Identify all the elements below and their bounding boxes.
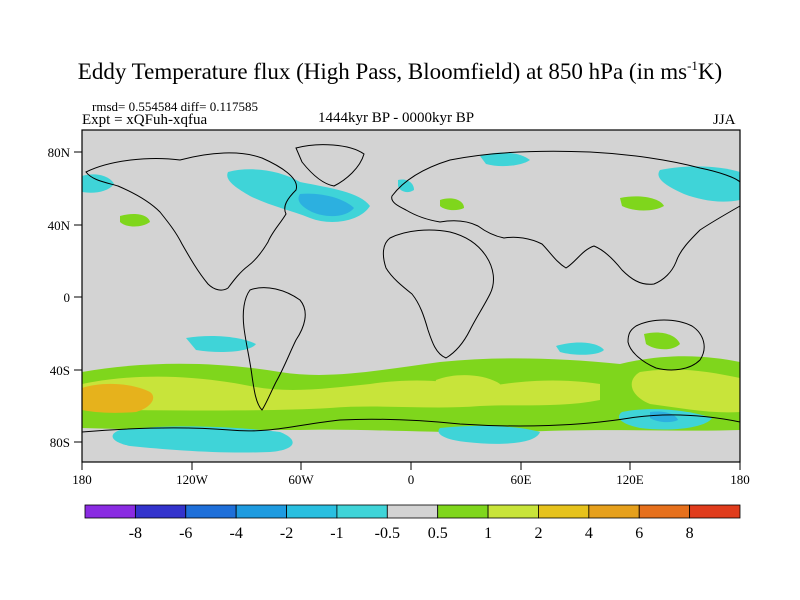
colorbar-label-0: -8 — [129, 525, 142, 542]
colorbar-label-11: 8 — [686, 525, 694, 542]
lat-label-40n: 40N — [48, 218, 71, 233]
colorbar-label-5: -0.5 — [375, 525, 400, 542]
south-pacific-negative-patch — [186, 336, 256, 352]
coastline-australia — [627, 319, 705, 371]
period-label: 1444kyr BP - 0000kyr BP — [318, 110, 475, 126]
far-east-positive-patch — [620, 196, 664, 211]
lat-label-80n: 80N — [48, 145, 71, 160]
colorbar-box-12 — [689, 504, 741, 519]
northeast-asia-negative-patch — [658, 166, 740, 202]
colorbar-box-8 — [487, 504, 539, 519]
coastline-north-america — [85, 152, 297, 291]
colorbar-label-2: -4 — [229, 525, 242, 542]
antarctic-negative-band — [112, 426, 293, 453]
lon-label-180e: 180 — [730, 472, 750, 487]
lat-label-40s: 40S — [50, 363, 70, 378]
north-pacific-positive-patch — [120, 214, 150, 227]
lat-label-80s: 80S — [50, 435, 70, 450]
lon-label-180w: 180 — [72, 472, 92, 487]
lat-label-0: 0 — [64, 290, 71, 305]
indian-ocean-negative-patch — [556, 342, 604, 355]
colorbar-label-6: 0.5 — [428, 525, 448, 542]
colorbar-boxes — [84, 504, 741, 519]
coastline-antarctica — [81, 414, 741, 433]
colorbar-box-7 — [437, 504, 489, 519]
lon-label-0: 0 — [408, 472, 415, 487]
colorbar-box-6 — [386, 504, 439, 519]
europe-negative-patch — [398, 179, 414, 193]
colorbar-label-3: -2 — [280, 525, 293, 542]
title-unit-end: K) — [697, 59, 723, 84]
colorbar-label-8: 2 — [534, 525, 542, 542]
stats-label: rmsd= 0.554584 diff= 0.117585 — [92, 99, 258, 114]
colorbar: -8 -6 -4 -2 -1 -0.5 0.5 1 2 4 6 8 — [84, 504, 741, 542]
season-label: JJA — [713, 112, 736, 128]
lon-label-120w: 120W — [176, 472, 209, 487]
colorbar-box-1 — [134, 504, 187, 519]
map-panel: 80N 40N 0 40S 80S 180 120W 60W 0 60E 120… — [48, 129, 750, 487]
colorbar-box-4 — [286, 504, 338, 519]
colorbar-box-2 — [185, 504, 237, 519]
siberia-negative-patch — [480, 152, 530, 167]
north-atlantic-positive-patch — [440, 198, 464, 211]
australia-positive-patch — [644, 332, 680, 350]
ross-sea-strong-negative — [650, 411, 678, 423]
colorbar-labels: -8 -6 -4 -2 -1 -0.5 0.5 1 2 4 6 8 — [129, 525, 694, 542]
colorbar-label-10: 6 — [635, 525, 643, 542]
anomaly-shading — [82, 152, 740, 453]
colorbar-box-0 — [84, 504, 136, 519]
south-pacific-orange-zone — [82, 383, 154, 413]
experiment-label: Expt = xQFuh-xqfua — [82, 112, 208, 128]
title-exponent: -1 — [687, 58, 698, 73]
colorbar-box-3 — [235, 504, 287, 519]
title-main: Eddy Temperature flux (High Pass, Bloomf… — [77, 59, 688, 84]
colorbar-label-1: -6 — [179, 525, 192, 542]
map-title: Eddy Temperature flux (High Pass, Bloomf… — [0, 58, 800, 85]
colorbar-box-10 — [588, 504, 640, 519]
north-atlantic-strong-negative — [298, 193, 354, 217]
antarctic-negative-band-east — [438, 425, 540, 444]
coastline-africa — [382, 229, 494, 359]
lon-label-120e: 120E — [616, 472, 644, 487]
lon-label-60w: 60W — [288, 472, 314, 487]
colorbar-label-7: 1 — [484, 525, 492, 542]
south-atlantic-yellow-zone — [435, 375, 502, 404]
colorbar-box-9 — [538, 504, 590, 519]
colorbar-label-9: 4 — [585, 525, 593, 542]
colorbar-box-5 — [336, 504, 388, 519]
colorbar-label-4: -1 — [330, 525, 343, 542]
alaska-negative-patch — [82, 174, 114, 193]
coastline-south-america — [242, 287, 306, 411]
coastlines — [81, 144, 741, 433]
coastline-greenland — [295, 144, 365, 187]
lon-label-60e: 60E — [511, 472, 532, 487]
lat-axis: 80N 40N 0 40S 80S — [48, 145, 82, 450]
coastline-eurasia — [391, 150, 741, 285]
indian-ocean-yellow-zone — [631, 369, 740, 413]
colorbar-box-11 — [638, 504, 691, 519]
lon-axis: 180 120W 60W 0 60E 120E 180 — [72, 462, 750, 487]
